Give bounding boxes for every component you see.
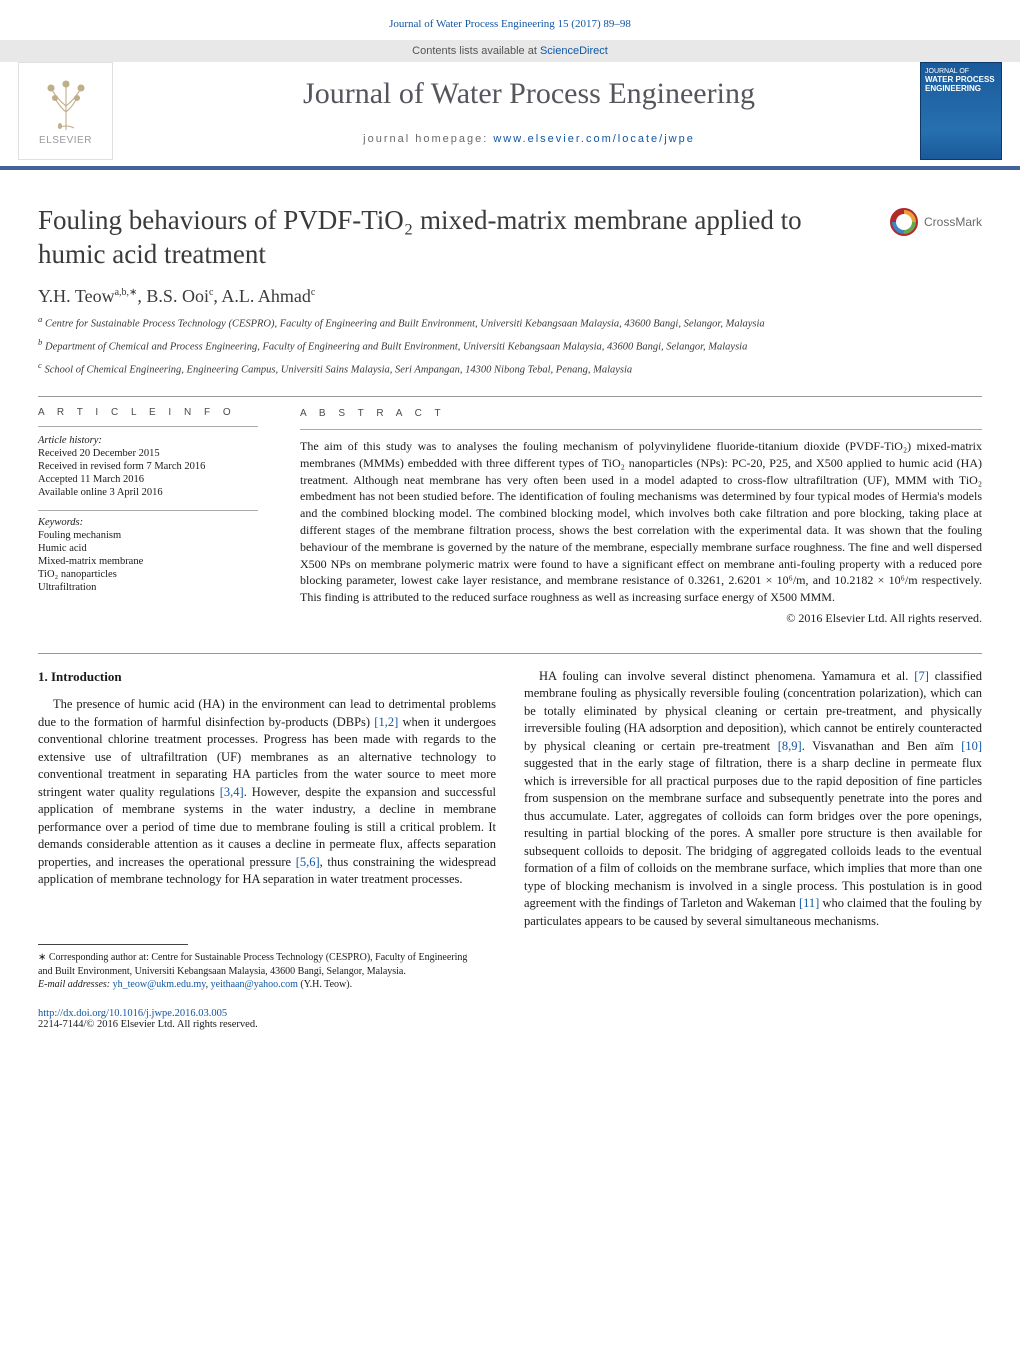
paragraph-2: HA fouling can involve several distinct …	[524, 668, 982, 931]
citation-3-4[interactable]: [3,4]	[220, 785, 244, 799]
keyword-4: TiO₂ nanoparticles	[38, 569, 258, 580]
homepage-line: journal homepage: www.elsevier.com/locat…	[363, 133, 695, 145]
publisher-logo: ELSEVIER	[18, 62, 113, 160]
article-title: Fouling behaviours of PVDF-TiO₂ mixed-ma…	[38, 204, 872, 272]
cover-line3: ENGINEERING	[925, 84, 997, 93]
running-header: Journal of Water Process Engineering 15 …	[0, 0, 1020, 40]
elsevier-tree-icon	[41, 76, 91, 131]
article-info-label: A R T I C L E I N F O	[38, 407, 258, 418]
contents-bar: Contents lists available at ScienceDirec…	[0, 40, 1020, 62]
title-row: Fouling behaviours of PVDF-TiO₂ mixed-ma…	[0, 170, 1020, 274]
journal-name: Journal of Water Process Engineering	[303, 77, 755, 111]
keyword-5: Ultrafiltration	[38, 582, 258, 593]
history-accepted: Accepted 11 March 2016	[38, 474, 258, 485]
affiliation-c: c School of Chemical Engineering, Engine…	[0, 357, 1020, 380]
crossmark-icon	[890, 208, 918, 236]
abstract-rule	[300, 429, 982, 430]
body-text: 1. Introduction The presence of humic ac…	[0, 654, 1020, 931]
doi-block: http://dx.doi.org/10.1016/j.jwpe.2016.03…	[0, 1002, 1020, 1050]
author-3-affil: c	[311, 287, 315, 298]
copyright-line: © 2016 Elsevier Ltd. All rights reserved…	[300, 610, 982, 627]
meta-row: A R T I C L E I N F O Article history: R…	[0, 397, 1020, 637]
keywords-block: Keywords: Fouling mechanism Humic acid M…	[38, 517, 258, 593]
footnotes: ∗ Corresponding author at: Centre for Su…	[0, 930, 510, 1002]
history-online: Available online 3 April 2016	[38, 487, 258, 498]
citation-10[interactable]: [10]	[961, 739, 982, 753]
abstract-block: A B S T R A C T The aim of this study wa…	[300, 407, 982, 627]
section-1-heading: 1. Introduction	[38, 668, 496, 686]
author-1: Y.H. Teow	[38, 286, 115, 306]
affiliation-b: b Department of Chemical and Process Eng…	[0, 334, 1020, 357]
homepage-link[interactable]: www.elsevier.com/locate/jwpe	[493, 133, 695, 145]
citation-1-2[interactable]: [1,2]	[374, 715, 398, 729]
citation-11[interactable]: [11]	[799, 896, 819, 910]
abstract-text: The aim of this study was to analyses th…	[300, 438, 982, 606]
affiliation-a: a Centre for Sustainable Process Technol…	[0, 311, 1020, 334]
author-1-affil: a,b,∗	[115, 287, 138, 298]
keywords-rule	[38, 510, 258, 511]
footnote-rule	[38, 944, 188, 945]
corresponding-author-note: ∗ Corresponding author at: Centre for Su…	[38, 951, 472, 978]
keyword-2: Humic acid	[38, 543, 258, 554]
paragraph-1: The presence of humic acid (HA) in the e…	[38, 696, 496, 889]
homepage-prefix: journal homepage:	[363, 133, 493, 145]
keywords-label: Keywords:	[38, 517, 258, 528]
cover-line1: JOURNAL OF	[925, 68, 997, 75]
info-rule	[38, 426, 258, 427]
history-revised: Received in revised form 7 March 2016	[38, 461, 258, 472]
crossmark-badge[interactable]: CrossMark	[890, 208, 982, 236]
keyword-3: Mixed-matrix membrane	[38, 556, 258, 567]
email-line: E-mail addresses: yh_teow@ukm.edu.my, ye…	[38, 978, 472, 992]
contents-prefix: Contents lists available at	[412, 45, 540, 57]
crossmark-label: CrossMark	[924, 215, 982, 229]
sciencedirect-link[interactable]: ScienceDirect	[540, 45, 608, 57]
history-label: Article history:	[38, 435, 258, 446]
cover-line2: WATER PROCESS	[925, 75, 997, 84]
masthead: ELSEVIER Journal of Water Process Engine…	[0, 62, 1020, 170]
history-received: Received 20 December 2015	[38, 448, 258, 459]
author-line: Y.H. Teowa,b,∗, B.S. Ooic, A.L. Ahmadc	[0, 274, 1020, 311]
author-3: , A.L. Ahmad	[213, 286, 311, 306]
journal-cover-thumb: JOURNAL OF WATER PROCESS ENGINEERING	[920, 62, 1002, 160]
author-2: , B.S. Ooi	[137, 286, 209, 306]
abstract-label: A B S T R A C T	[300, 407, 982, 421]
email-1[interactable]: yh_teow@ukm.edu.my	[113, 979, 206, 990]
citation-5-6[interactable]: [5,6]	[296, 855, 320, 869]
email-2[interactable]: yeithaan@yahoo.com	[211, 979, 298, 990]
citation-7[interactable]: [7]	[914, 669, 929, 683]
journal-block: Journal of Water Process Engineering jou…	[138, 62, 920, 160]
citation-text: Journal of Water Process Engineering 15 …	[389, 18, 631, 30]
keyword-1: Fouling mechanism	[38, 530, 258, 541]
citation-8-9[interactable]: [8,9]	[778, 739, 802, 753]
article-info: A R T I C L E I N F O Article history: R…	[38, 407, 258, 627]
doi-link[interactable]: http://dx.doi.org/10.1016/j.jwpe.2016.03…	[38, 1008, 227, 1019]
publisher-name: ELSEVIER	[39, 135, 92, 146]
issn-line: 2214-7144/© 2016 Elsevier Ltd. All right…	[38, 1019, 258, 1030]
